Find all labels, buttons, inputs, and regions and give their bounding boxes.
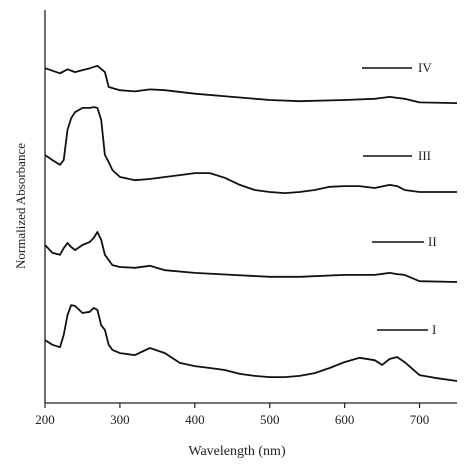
x-tick-label: 600 xyxy=(335,412,355,427)
x-tick-label: 500 xyxy=(260,412,280,427)
legend-label: III xyxy=(418,148,431,163)
x-tick-label: 700 xyxy=(410,412,430,427)
series-line xyxy=(44,304,458,382)
x-tick-label: 300 xyxy=(110,412,130,427)
x-tick-label: 200 xyxy=(35,412,55,427)
legend-label: IV xyxy=(418,60,432,75)
series-line xyxy=(44,64,458,104)
x-tick-label: 400 xyxy=(185,412,205,427)
legend-label: II xyxy=(428,234,437,249)
legend-label: I xyxy=(432,322,436,337)
series-line xyxy=(44,106,457,194)
y-axis-label: Normalized Absorbance xyxy=(13,143,28,269)
x-axis-label: Wavelength (nm) xyxy=(188,444,286,459)
series-line xyxy=(44,231,458,283)
